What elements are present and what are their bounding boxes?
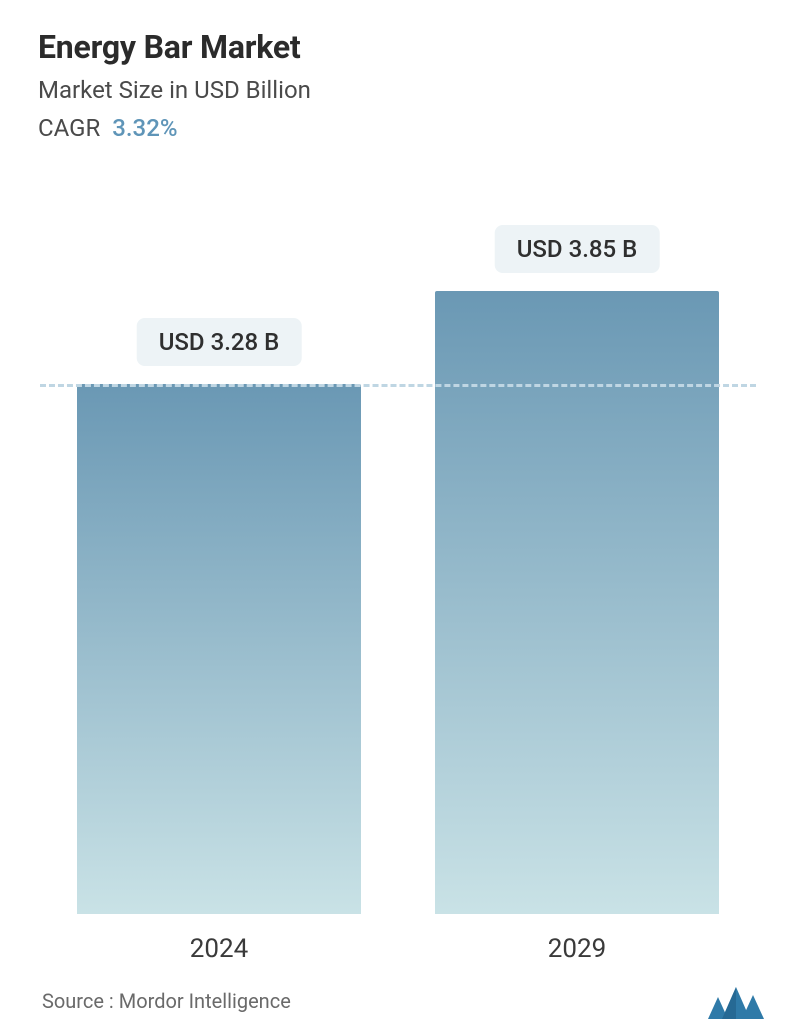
- bars-container: USD 3.28 B USD 3.85 B: [40, 190, 756, 914]
- source-text: Source : Mordor Intelligence: [42, 989, 291, 1013]
- chart-title: Energy Bar Market: [38, 28, 758, 66]
- cagr-label: CAGR: [38, 114, 100, 142]
- baseline-dashed-line: [40, 384, 756, 387]
- x-tick-label: 2024: [54, 934, 383, 964]
- cagr-value: 3.32%: [112, 114, 177, 142]
- x-axis: 2024 2029: [0, 934, 796, 964]
- mordor-logo-icon: [708, 983, 764, 1019]
- value-label-pill: USD 3.85 B: [495, 225, 660, 273]
- chart-subtitle: Market Size in USD Billion: [38, 76, 758, 104]
- bar: [77, 384, 360, 914]
- value-label-pill: USD 3.28 B: [137, 318, 302, 366]
- chart-area: USD 3.28 B USD 3.85 B: [0, 190, 796, 914]
- cagr-row: CAGR 3.32%: [38, 114, 758, 142]
- x-tick-label: 2029: [412, 934, 741, 964]
- bar-group: USD 3.85 B: [412, 190, 741, 914]
- bar-group: USD 3.28 B: [54, 190, 383, 914]
